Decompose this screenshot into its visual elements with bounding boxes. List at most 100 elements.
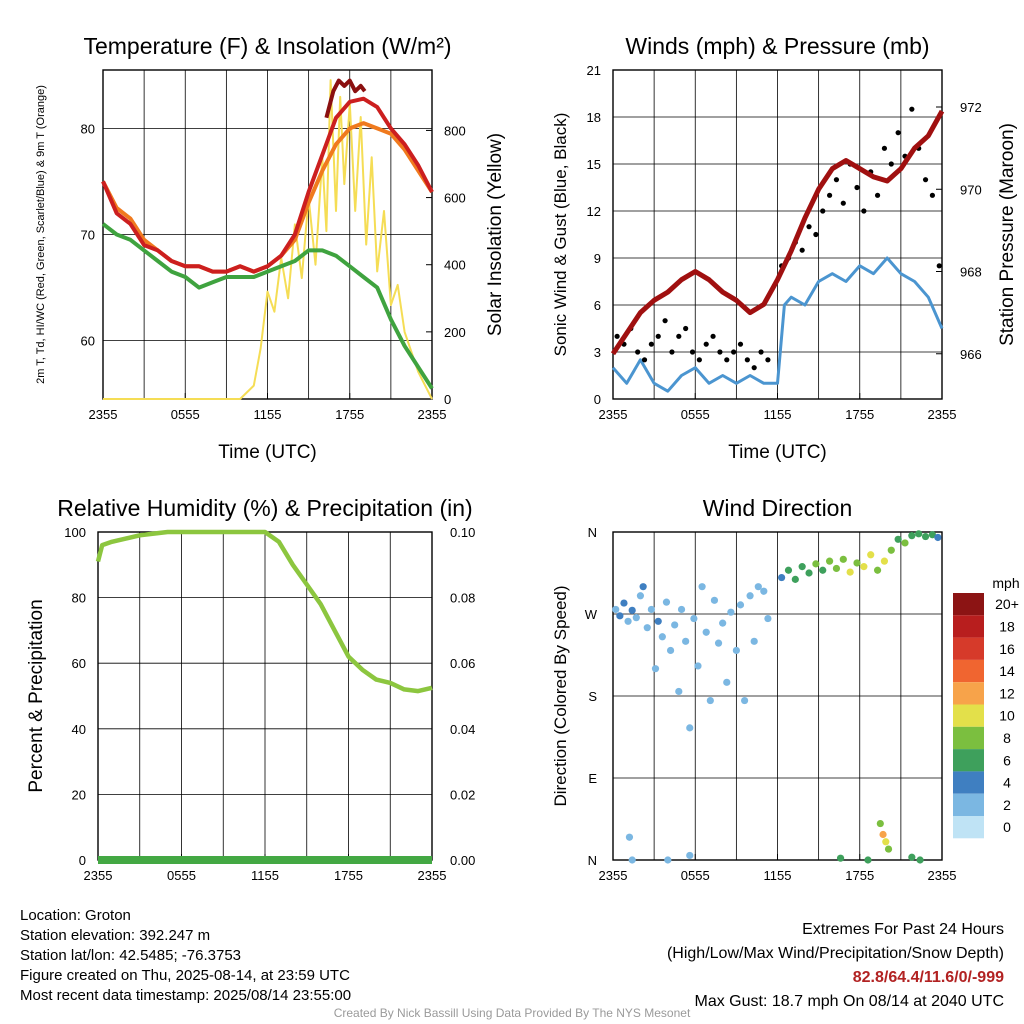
gust-point bbox=[881, 145, 888, 151]
direction-point bbox=[620, 599, 628, 607]
direction-point bbox=[741, 696, 749, 705]
extremes-title: Extremes For Past 24 Hours bbox=[802, 921, 1004, 938]
x-tick-label: 2355 bbox=[418, 868, 447, 883]
humidity-series-line bbox=[95, 529, 433, 694]
x-tick-label: 1755 bbox=[334, 868, 363, 883]
direction-point bbox=[882, 838, 890, 846]
colorbar-label: 2 bbox=[1003, 797, 1011, 813]
gust-point bbox=[826, 192, 833, 198]
elevation-text: Station elevation: 392.247 m bbox=[20, 927, 211, 944]
direction-point bbox=[639, 583, 647, 591]
x-tick-label: 2355 bbox=[89, 407, 118, 422]
gust-point bbox=[655, 333, 661, 339]
y-axis-label: Percent & Precipitation bbox=[26, 599, 47, 792]
direction-point bbox=[677, 605, 686, 614]
direction-point bbox=[671, 621, 679, 629]
direction-point bbox=[643, 624, 651, 632]
direction-point bbox=[662, 598, 671, 606]
y-tick-label: 80 bbox=[72, 591, 86, 606]
gust-point bbox=[737, 341, 744, 347]
y-tick-label: W bbox=[585, 607, 598, 622]
gust-point bbox=[724, 357, 730, 363]
colorbar-swatch bbox=[953, 659, 984, 683]
x-tick-label: 1755 bbox=[335, 407, 364, 422]
y-tick-label: N bbox=[588, 525, 597, 540]
direction-point bbox=[846, 568, 854, 576]
winds-panel: Winds (mph) & Pressure (mb) Time (UTC) 235… bbox=[551, 33, 1018, 463]
direction-point bbox=[884, 845, 893, 853]
colorbar-label: 4 bbox=[1003, 775, 1011, 791]
y-tick-label: N bbox=[588, 853, 597, 868]
direction-point bbox=[654, 617, 662, 625]
direction-point bbox=[723, 678, 731, 686]
gust-point bbox=[909, 106, 915, 112]
y-tick-label: 0 bbox=[79, 853, 86, 868]
direction-point bbox=[825, 557, 834, 565]
y-axis-label: Direction (Colored By Speed) bbox=[551, 585, 570, 806]
direction-point bbox=[784, 566, 793, 574]
y2-tick-label: 0.08 bbox=[450, 591, 475, 606]
gust-point bbox=[813, 231, 819, 238]
direction-point bbox=[616, 612, 624, 620]
direction-point bbox=[894, 535, 902, 543]
direction-point bbox=[876, 819, 884, 828]
y-axis-label: Sonic Wind & Gust (Blue, Black) bbox=[551, 113, 570, 357]
x-tick-label: 2355 bbox=[84, 868, 113, 883]
direction-point bbox=[750, 637, 758, 645]
gust-point bbox=[874, 192, 881, 198]
direction-point bbox=[628, 856, 636, 864]
y-tick-label: 60 bbox=[81, 334, 95, 349]
gust-point bbox=[758, 349, 764, 355]
y2-tick-label: 200 bbox=[444, 325, 466, 340]
x-axis-label: Time (UTC) bbox=[728, 442, 827, 463]
direction-point bbox=[636, 592, 645, 600]
gust-point bbox=[703, 341, 709, 347]
gust-point bbox=[751, 365, 757, 371]
y2-tick-label: 600 bbox=[444, 191, 466, 206]
credit-text: Created By Nick Bassill Using Data Provi… bbox=[333, 1006, 691, 1020]
gust-point bbox=[936, 263, 942, 269]
y-tick-label: 20 bbox=[72, 787, 86, 802]
temperature-panel: Temperature (F) & Insolation (W/m²) Time … bbox=[35, 33, 506, 463]
colorbar-label: 12 bbox=[999, 685, 1015, 701]
gust-point bbox=[888, 161, 894, 167]
x-tick-label: 1155 bbox=[764, 868, 792, 883]
colorbar-swatch bbox=[953, 771, 984, 794]
gust-point bbox=[861, 208, 867, 214]
pressure-series-line bbox=[610, 109, 945, 356]
direction-point bbox=[624, 617, 632, 625]
direction-point bbox=[710, 596, 719, 604]
direction-point bbox=[928, 531, 937, 539]
direction-point bbox=[764, 614, 772, 623]
y2-axis-label: Station Pressure (Maroon) bbox=[997, 123, 1018, 346]
colorbar-label: 10 bbox=[999, 708, 1015, 724]
gust-point bbox=[922, 177, 929, 183]
x-tick-label: 2355 bbox=[599, 868, 628, 883]
extremes-subtitle: (High/Low/Max Wind/Precipitation/Snow De… bbox=[666, 945, 1004, 962]
gust-point bbox=[689, 349, 696, 355]
direction-point bbox=[921, 532, 930, 541]
y-tick-label: 80 bbox=[81, 121, 95, 136]
x-tick-label: 2355 bbox=[599, 407, 628, 422]
gust-point bbox=[710, 333, 716, 339]
direction-point bbox=[664, 856, 672, 864]
x-axis-label: Time (UTC) bbox=[218, 442, 317, 463]
chart-title: Winds (mph) & Pressure (mb) bbox=[625, 33, 929, 59]
direction-point bbox=[805, 569, 813, 577]
direction-point bbox=[714, 639, 723, 647]
y-tick-label: S bbox=[588, 689, 597, 704]
y-tick-label: 15 bbox=[587, 157, 601, 172]
created-text: Figure created on Thu, 2025-08-14, at 23… bbox=[20, 967, 350, 984]
y2-tick-label: 800 bbox=[444, 123, 466, 138]
chart-title: Wind Direction bbox=[703, 495, 853, 521]
direction-point bbox=[632, 614, 640, 622]
direction-point bbox=[908, 853, 916, 861]
gust-point bbox=[696, 357, 702, 363]
y-tick-label: 21 bbox=[587, 63, 601, 78]
series-line bbox=[101, 222, 434, 390]
latlon-text: Station lat/lon: 42.5485; -76.3753 bbox=[20, 947, 242, 964]
direction-point bbox=[798, 563, 806, 571]
colorbar-label: 8 bbox=[1003, 730, 1011, 746]
direction-point bbox=[702, 628, 710, 636]
